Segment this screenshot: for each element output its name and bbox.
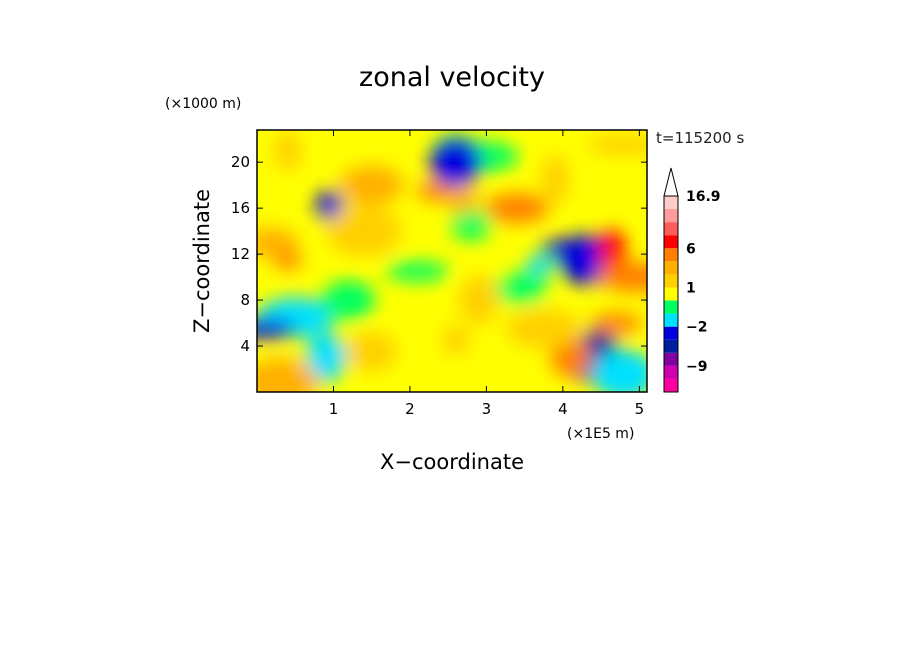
contour-feature <box>451 210 492 241</box>
colorbar-tick-label: 1 <box>686 280 696 296</box>
colorbar-segment <box>664 248 678 262</box>
contour-feature <box>257 357 318 392</box>
contour-feature <box>485 193 549 224</box>
colorbar-segment <box>664 300 678 314</box>
colorbar-tick-label: −9 <box>686 359 707 375</box>
x-unit-label: (×1E5 m) <box>567 426 634 442</box>
contour-feature <box>315 190 344 221</box>
plot-area <box>257 130 647 392</box>
contour-feature <box>590 313 643 334</box>
contour-feature <box>339 165 404 206</box>
colorbar: 16.9 6 1 −2 −9 <box>663 167 721 393</box>
x-axis: 1 2 3 4 5 <box>329 130 644 418</box>
chart-title: zonal velocity <box>359 62 545 93</box>
contour-feature <box>586 134 647 155</box>
x-tick-label: 4 <box>558 400 568 418</box>
contour-feature <box>494 273 547 304</box>
colorbar-segment <box>664 209 678 223</box>
contour-feature <box>416 180 457 201</box>
colorbar-tick-label: 6 <box>686 241 696 257</box>
colorbar-segment <box>664 222 678 236</box>
contour-feature <box>322 280 375 321</box>
colorbar-tick-label: −2 <box>686 320 707 336</box>
contour-feature <box>550 337 591 378</box>
colorbar-segment <box>664 287 678 301</box>
colorbar-segment <box>664 339 678 353</box>
colorbar-segment <box>664 326 678 340</box>
x-tick-label: 1 <box>329 400 339 418</box>
contour-feature <box>458 275 499 326</box>
contour-feature <box>592 349 647 392</box>
colorbar-tick-label: 16.9 <box>686 189 721 205</box>
plot-frame <box>256 129 648 393</box>
x-tick-label: 5 <box>635 400 645 418</box>
contour-feature <box>326 206 403 257</box>
contour-feature <box>273 130 302 171</box>
colorbar-segment <box>664 235 678 249</box>
y-tick-label: 12 <box>231 245 250 263</box>
x-tick-label: 3 <box>482 400 492 418</box>
y-tick-label: 20 <box>231 153 250 171</box>
colorbar-segment <box>664 378 678 392</box>
colorbar-extend-arrow <box>663 167 679 197</box>
y-tick-label: 16 <box>231 199 250 217</box>
colorbar-segment <box>664 196 678 210</box>
contour-feature <box>441 325 470 356</box>
contour-feature <box>385 261 450 282</box>
contour-feature <box>541 154 570 205</box>
contour-feature <box>597 262 647 293</box>
x-axis-label: X−coordinate <box>380 450 524 474</box>
colorbar-segment <box>664 274 678 288</box>
colorbar-segment <box>664 365 678 379</box>
contour-feature <box>257 227 299 258</box>
x-tick-label: 2 <box>405 400 415 418</box>
colorbar-segment <box>664 313 678 327</box>
y-axis: 4 8 12 16 20 <box>231 153 647 355</box>
contour-feature <box>540 238 617 259</box>
y-tick-label: 4 <box>240 337 250 355</box>
contour-feature <box>429 137 482 188</box>
contour-feature <box>305 332 346 383</box>
y-axis-label: Z−coordinate <box>190 189 214 333</box>
contour-fill <box>257 130 647 392</box>
colorbar-segment <box>664 261 678 275</box>
y-unit-label: (×1000 m) <box>165 96 241 112</box>
y-tick-label: 8 <box>240 291 250 309</box>
contour-feature <box>505 308 582 349</box>
contour-feature <box>525 255 554 276</box>
contour-feature <box>257 318 297 339</box>
contour-feature <box>345 331 398 372</box>
time-label: t=115200 s <box>656 129 744 147</box>
colorbar-segment <box>664 352 678 366</box>
